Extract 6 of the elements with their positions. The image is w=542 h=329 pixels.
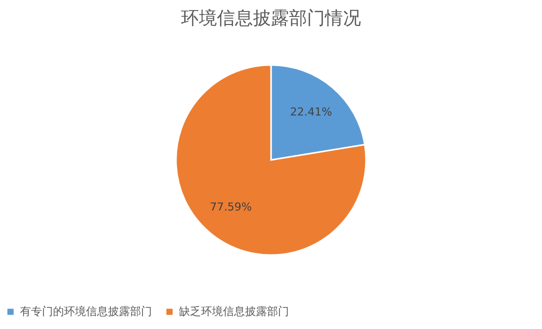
data-label: 22.41% [290, 106, 332, 119]
chart-title: 环境信息披露部门情况 [181, 8, 361, 29]
data-label: 77.59% [210, 200, 252, 214]
legend-label: 有专门的环境信息披露部门 [20, 304, 152, 318]
pie-slice [175, 64, 367, 256]
legend-label: 缺乏环境信息披露部门 [179, 304, 289, 318]
